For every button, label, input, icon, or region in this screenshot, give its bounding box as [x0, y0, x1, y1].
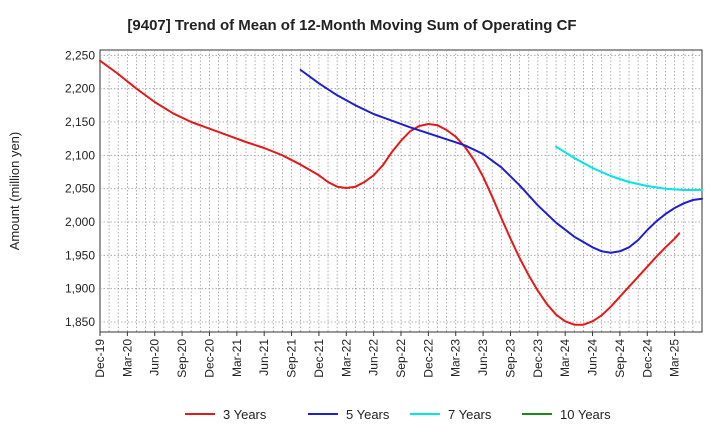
y-tick-label: 1,950: [65, 248, 95, 262]
y-axis: 1,850 1,900 1,950 2,000 2,050 2,100 2,150 2,200…: [65, 48, 95, 329]
x-tick-label: Dec-22: [421, 339, 435, 378]
x-tick-label: Sep-21: [285, 339, 299, 378]
chart-title: [9407] Trend of Mean of 12-Month Moving …: [127, 17, 576, 34]
series-line-7-years: [555, 145, 703, 191]
x-tick-label: Mar-25: [668, 339, 682, 377]
legend: 3 Years 5 Years 7 Years 10 Years: [185, 407, 611, 422]
x-tick-label: Mar-24: [558, 339, 572, 377]
x-tick-label: Dec-24: [640, 339, 654, 378]
legend-label: 5 Years: [346, 407, 390, 422]
y-axis-label: Amount (million yen): [7, 132, 22, 251]
legend-label: 7 Years: [448, 407, 492, 422]
grid: [100, 50, 702, 332]
x-tick-label: Sep-22: [394, 339, 408, 378]
x-tick-label: Dec-20: [202, 339, 216, 378]
x-tick-label: Jun-20: [148, 339, 162, 376]
series-group: [99, 59, 703, 326]
x-tick-label: Mar-23: [449, 339, 463, 377]
y-tick-label: 2,000: [65, 215, 95, 229]
x-tick-label: Jun-21: [257, 339, 271, 376]
series-line-3-years: [99, 59, 681, 326]
x-tick-label: Mar-21: [230, 339, 244, 377]
x-tick-label: Sep-20: [175, 339, 189, 378]
x-tick-label: Jun-24: [586, 339, 600, 376]
legend-label: 3 Years: [223, 407, 267, 422]
x-tick-label: Sep-24: [613, 339, 627, 378]
x-tick-label: Mar-20: [120, 339, 134, 377]
legend-label: 10 Years: [560, 407, 611, 422]
y-tick-label: 1,850: [65, 315, 95, 329]
x-tick-label: Mar-22: [339, 339, 353, 377]
x-tick-label: Dec-19: [93, 339, 107, 378]
y-tick-label: 2,150: [65, 115, 95, 129]
y-tick-label: 1,900: [65, 282, 95, 296]
y-tick-label: 2,050: [65, 182, 95, 196]
x-axis: Dec-19 Mar-20 Jun-20 Sep-20 Dec-20 Mar-21 Jun-…: [93, 332, 682, 378]
y-tick-label: 2,200: [65, 82, 95, 96]
x-tick-label: Sep-23: [503, 339, 517, 378]
x-tick-label: Jun-23: [476, 339, 490, 376]
x-tick-label: Dec-21: [312, 339, 326, 378]
x-tick-label: Dec-23: [531, 339, 545, 378]
x-tick-label: Jun-22: [367, 339, 381, 376]
y-tick-label: 2,250: [65, 48, 95, 62]
y-tick-label: 2,100: [65, 148, 95, 162]
series-line-5-years: [299, 69, 703, 254]
